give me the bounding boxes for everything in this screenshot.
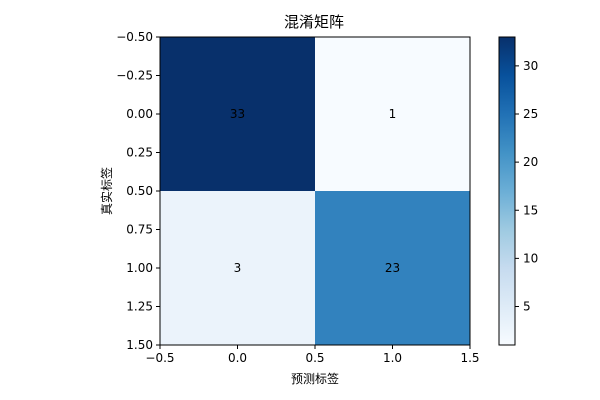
x-axis-ticks: −0.5 0.0 0.5 1.0 1.5 [145,345,480,365]
heatmap-cell [315,37,470,191]
y-tick-label: 1.00 [126,261,153,275]
x-axis-label: 预测标签 [291,371,339,386]
chart-title: 混淆矩阵 [284,13,344,31]
colorbar-ticks: 5 10 15 20 25 30 [515,59,538,314]
heatmap-cell [160,191,315,345]
y-tick-label: 0.00 [126,107,153,121]
colorbar-tick-label: 25 [523,107,538,121]
colorbar-tick-label: 20 [523,155,538,169]
y-tick-label: −0.25 [116,69,153,83]
y-tick-label: 1.25 [126,300,153,314]
colorbar-tick-label: 10 [523,251,538,265]
y-tick-label: 0.25 [126,146,153,160]
heatmap-cell [160,37,315,191]
y-axis-label: 真实标签 [99,167,114,215]
heatmap-cell [315,191,470,345]
y-axis-ticks: −0.50 −0.25 0.00 0.25 0.50 0.75 1.00 1.25 1.50 [116,30,160,352]
heatmap-cells [160,37,470,345]
heatmap-cell-label: 3 [234,261,242,275]
heatmap-cell-labels: 33 1 3 23 [230,107,400,275]
heatmap-cell-label: 33 [230,107,245,121]
colorbar-tick-label: 5 [523,300,531,314]
heatmap-cell-label: 23 [385,261,400,275]
x-tick-label: 0.0 [228,351,247,365]
y-tick-label: 1.50 [126,338,153,352]
colorbar-tick-label: 30 [523,59,538,73]
y-tick-label: 0.75 [126,223,153,237]
x-tick-label: 1.5 [460,351,479,365]
colorbar-tick-label: 15 [523,203,538,217]
x-tick-label: 0.5 [305,351,324,365]
x-tick-label: −0.5 [145,351,174,365]
x-tick-label: 1.0 [383,351,402,365]
y-tick-label: −0.50 [116,30,153,44]
heatmap-cell-label: 1 [389,107,397,121]
colorbar [498,36,516,346]
y-tick-label: 0.50 [126,184,153,198]
